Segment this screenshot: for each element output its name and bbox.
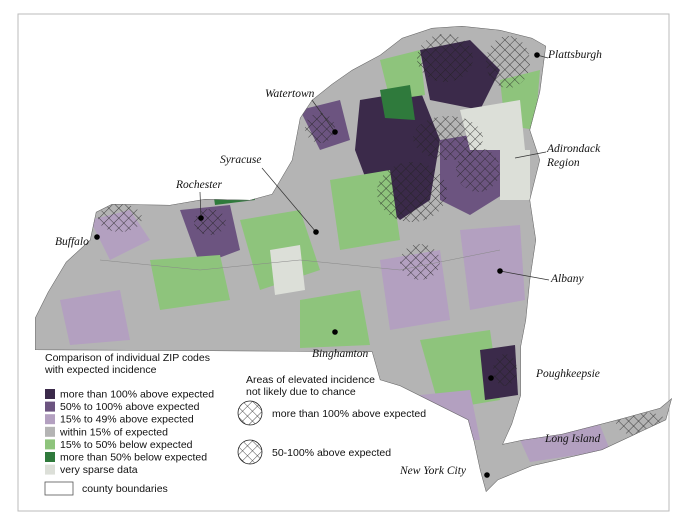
leader-line xyxy=(514,151,547,159)
city-dot xyxy=(484,472,490,478)
city-dot xyxy=(313,229,319,235)
legend-title: with expected incidence xyxy=(44,364,157,376)
legend-swatch xyxy=(45,401,55,412)
legend-label: 50% to 100% above expected xyxy=(60,401,200,413)
legend-title: Areas of elevated incidence xyxy=(246,374,375,386)
legend-label: 15% to 49% above expected xyxy=(60,414,194,426)
city-label: Albany xyxy=(550,273,584,285)
city-dot xyxy=(94,234,100,240)
city-label: Poughkeepsie xyxy=(535,368,600,380)
leader-line xyxy=(499,270,550,281)
city-label: New York City xyxy=(399,465,467,477)
city-dot xyxy=(497,268,503,274)
city-label: Rochester xyxy=(175,179,223,191)
city-dot xyxy=(332,129,338,135)
legend-label: within 15% of expected xyxy=(59,426,168,438)
legend-title: not likely due to chance xyxy=(246,386,356,398)
city-label: Region xyxy=(546,157,580,169)
leader-line xyxy=(199,191,202,219)
legend-label: more than 50% below expected xyxy=(60,452,207,464)
city-label: Adirondack xyxy=(546,143,601,155)
legend-label: very sparse data xyxy=(60,464,138,476)
leader-line xyxy=(311,99,336,133)
state-outline xyxy=(35,26,672,492)
legend-swatch xyxy=(45,389,55,399)
city-dot xyxy=(332,329,338,335)
city-dot xyxy=(488,375,494,381)
elevated-areas xyxy=(98,34,668,436)
city-label: Buffalo xyxy=(55,236,89,248)
frame xyxy=(17,13,670,512)
city-dot xyxy=(198,215,204,221)
legend-swatch xyxy=(45,452,55,462)
legend-swatch xyxy=(45,426,55,437)
legend-label: 50-100% above expected xyxy=(272,447,391,459)
city-label: Syracuse xyxy=(220,154,262,166)
legend-label: more than 100% above expected xyxy=(60,389,214,401)
city-label: Watertown xyxy=(265,88,315,100)
legend-swatch xyxy=(45,414,55,425)
city-label: Long Island xyxy=(544,433,601,445)
hatch-swatch xyxy=(237,400,263,426)
legend-label: county boundaries xyxy=(82,483,168,495)
county-boundary-swatch xyxy=(44,481,74,496)
city-label: Plattsburgh xyxy=(547,49,602,61)
legend-label: 15% to 50% below expected xyxy=(60,439,193,451)
legend-label: more than 100% above expected xyxy=(272,408,426,420)
legend-swatch xyxy=(45,464,55,475)
leader-line xyxy=(261,167,317,233)
city-dot xyxy=(534,52,540,58)
hatch-swatch xyxy=(237,439,263,465)
legend-title: Comparison of individual ZIP codes xyxy=(45,352,210,364)
legend-swatch xyxy=(45,439,55,450)
city-label: Binghamton xyxy=(312,348,368,360)
